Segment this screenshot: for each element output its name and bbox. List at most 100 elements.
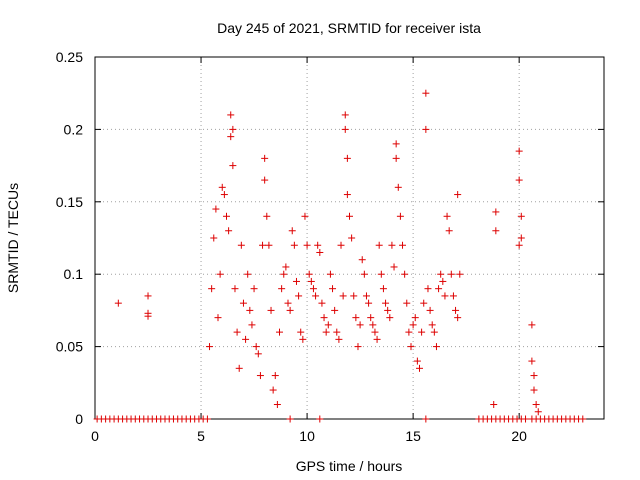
data-point bbox=[254, 350, 262, 358]
x-tick-label: 20 bbox=[511, 428, 527, 444]
data-point bbox=[212, 205, 220, 213]
x-axis-label: GPS time / hours bbox=[296, 458, 403, 474]
data-point bbox=[382, 299, 390, 307]
data-point bbox=[318, 299, 326, 307]
data-point bbox=[246, 306, 254, 314]
data-point bbox=[114, 299, 122, 307]
data-point bbox=[490, 401, 498, 409]
data-point bbox=[269, 386, 277, 394]
data-point bbox=[415, 364, 423, 372]
data-point bbox=[229, 162, 237, 170]
data-point bbox=[346, 212, 353, 220]
data-point bbox=[392, 154, 400, 162]
data-point bbox=[218, 183, 226, 191]
data-point bbox=[375, 241, 383, 249]
x-tick-label: 10 bbox=[299, 428, 315, 444]
data-point bbox=[267, 306, 275, 314]
data-point bbox=[441, 292, 449, 300]
data-point bbox=[216, 270, 224, 278]
data-point bbox=[292, 277, 300, 285]
data-point bbox=[333, 328, 341, 336]
data-point bbox=[350, 292, 358, 300]
plot-frame bbox=[94, 56, 605, 420]
data-point bbox=[428, 321, 436, 329]
data-point bbox=[261, 154, 269, 162]
data-point bbox=[324, 321, 332, 329]
data-point bbox=[331, 306, 339, 314]
data-point bbox=[305, 270, 313, 278]
data-point bbox=[515, 147, 523, 155]
data-point bbox=[206, 343, 214, 351]
data-point bbox=[517, 234, 525, 242]
data-point bbox=[239, 299, 247, 307]
y-tick-label: 0 bbox=[75, 411, 83, 427]
data-point bbox=[229, 125, 237, 133]
data-point bbox=[528, 321, 536, 329]
data-point bbox=[358, 256, 366, 264]
data-point bbox=[396, 212, 404, 220]
data-point bbox=[356, 321, 364, 329]
data-point bbox=[515, 241, 523, 249]
data-point bbox=[227, 133, 235, 141]
data-point bbox=[316, 415, 324, 423]
data-point bbox=[409, 321, 417, 329]
data-point bbox=[373, 335, 381, 343]
data-point bbox=[322, 328, 330, 336]
data-point bbox=[278, 285, 286, 293]
data-point bbox=[377, 270, 385, 278]
data-point bbox=[250, 285, 258, 293]
data-point bbox=[297, 328, 305, 336]
data-point bbox=[214, 314, 222, 322]
data-point bbox=[252, 343, 260, 351]
y-tick-label: 0.05 bbox=[56, 339, 83, 355]
data-point bbox=[301, 212, 309, 220]
data-point bbox=[360, 270, 368, 278]
data-point bbox=[244, 270, 252, 278]
data-point bbox=[401, 270, 409, 278]
data-point bbox=[329, 285, 337, 293]
data-point bbox=[286, 306, 294, 314]
data-point bbox=[445, 227, 453, 235]
data-point bbox=[399, 241, 407, 249]
data-point bbox=[354, 343, 362, 351]
x-tick-label: 5 bbox=[197, 428, 205, 444]
x-tick-label: 15 bbox=[405, 428, 421, 444]
data-point bbox=[263, 212, 271, 220]
data-point bbox=[231, 285, 239, 293]
data-point bbox=[337, 241, 345, 249]
data-points bbox=[93, 89, 587, 423]
data-point bbox=[341, 125, 349, 133]
data-point bbox=[222, 212, 230, 220]
data-point bbox=[492, 227, 500, 235]
data-point bbox=[403, 299, 411, 307]
data-point bbox=[422, 415, 430, 423]
data-point bbox=[407, 343, 415, 351]
data-point bbox=[422, 125, 430, 133]
data-point bbox=[242, 335, 250, 343]
data-point bbox=[532, 401, 540, 409]
data-point bbox=[271, 372, 279, 380]
data-point bbox=[430, 328, 438, 336]
data-point bbox=[392, 140, 400, 148]
data-point bbox=[439, 277, 447, 285]
data-point bbox=[456, 270, 464, 278]
data-point bbox=[411, 314, 419, 322]
data-point bbox=[452, 306, 460, 314]
data-point bbox=[517, 212, 525, 220]
data-point bbox=[326, 270, 334, 278]
data-point bbox=[286, 415, 294, 423]
data-point bbox=[237, 241, 245, 249]
data-point bbox=[203, 415, 211, 423]
data-point bbox=[208, 285, 216, 293]
data-point bbox=[379, 285, 387, 293]
data-point bbox=[405, 328, 413, 336]
data-point bbox=[454, 314, 462, 322]
y-tick-label: 0.25 bbox=[56, 49, 83, 65]
data-point bbox=[343, 154, 351, 162]
data-point bbox=[265, 241, 273, 249]
data-point bbox=[390, 263, 398, 271]
data-point bbox=[522, 415, 530, 423]
data-point bbox=[312, 292, 320, 300]
